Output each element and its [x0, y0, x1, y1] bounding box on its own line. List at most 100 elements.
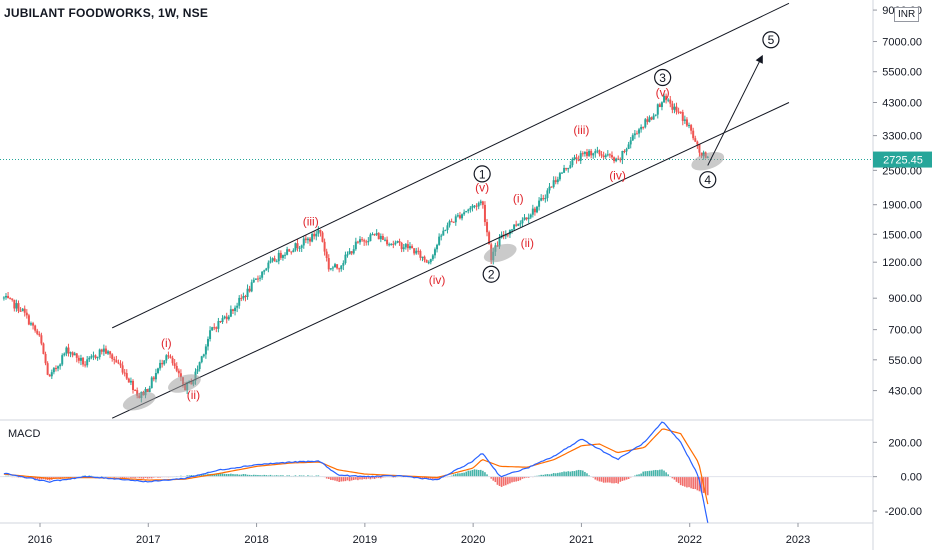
candle-body — [304, 238, 307, 241]
candle-body — [171, 357, 174, 364]
macd-hist-bar — [692, 476, 694, 490]
candle-body — [161, 362, 164, 365]
macd-hist-bar — [125, 476, 128, 478]
macd-hist-bar — [519, 476, 522, 481]
currency-badge[interactable]: INR — [894, 7, 920, 22]
macd-hist-bar — [661, 469, 663, 477]
wave-label-minor: (iv) — [429, 273, 446, 287]
candle-body — [100, 349, 103, 352]
candle-body — [421, 256, 424, 258]
candle-body — [613, 157, 616, 162]
candle-body — [454, 216, 457, 223]
wave-label-major: 2 — [488, 268, 495, 282]
macd-hist-bar — [238, 474, 241, 477]
macd-hist-bar — [461, 472, 463, 477]
price-tick-label: 550.00 — [888, 355, 922, 367]
macd-hist-bar — [544, 474, 547, 477]
macd-hist-bar — [334, 476, 336, 481]
macd-hist-bar — [352, 476, 355, 481]
candle-body — [150, 377, 153, 388]
candle-body — [84, 364, 87, 366]
macd-hist-bar — [511, 476, 513, 483]
candle-body — [660, 102, 663, 108]
macd-hist-bar — [325, 476, 328, 479]
candle-body — [658, 104, 661, 108]
candle-body — [340, 265, 343, 270]
macd-hist-bar — [565, 471, 567, 477]
macd-hist-bar — [482, 470, 484, 477]
channel-lower-line — [111, 102, 790, 419]
macd-tick-label: 0.00 — [901, 472, 922, 484]
candle-body — [373, 234, 376, 236]
candle-body — [104, 348, 107, 354]
candle-body — [102, 348, 105, 352]
macd-hist-bar — [561, 472, 563, 477]
candle-body — [629, 140, 632, 145]
candle-body — [69, 352, 72, 354]
macd-hist-bar — [579, 470, 582, 477]
candle-body — [654, 114, 657, 116]
candle-body — [513, 224, 516, 230]
macd-hist-bar — [250, 475, 253, 477]
macd-hist-bar — [706, 476, 709, 496]
macd-hist-bar — [504, 476, 507, 486]
candle-body — [683, 119, 686, 121]
macd-signal-line — [3, 428, 709, 505]
candle-body — [367, 241, 370, 243]
candle-body — [267, 262, 270, 269]
candle-body — [290, 251, 293, 253]
macd-hist-bar — [121, 476, 124, 479]
candle-body — [198, 362, 201, 370]
macd-hist-bar — [294, 475, 297, 477]
last-price-tag — [873, 151, 932, 168]
candle-body — [175, 365, 178, 371]
candle-body — [275, 261, 278, 263]
last-price-label: 2725.45 — [883, 155, 923, 167]
candle-body — [527, 217, 530, 220]
candle-body — [596, 150, 599, 152]
candle-body — [148, 387, 151, 392]
macd-hist-bar — [271, 475, 274, 477]
macd-hist-bar — [215, 473, 218, 477]
candle-body — [429, 259, 432, 263]
candle-body — [623, 150, 626, 152]
candle-body — [369, 234, 372, 242]
macd-hist-bar — [219, 472, 222, 477]
candle-body — [213, 327, 216, 329]
candle-body — [444, 229, 447, 231]
candle-body — [54, 368, 57, 370]
macd-hist-bar — [577, 469, 580, 477]
candle-body — [498, 237, 501, 247]
candle-body — [219, 321, 222, 323]
candle-body — [125, 373, 128, 379]
candle-body — [402, 247, 405, 250]
macd-hist-bar — [377, 476, 380, 479]
highlight-ellipse — [122, 391, 156, 411]
macd-hist-bar — [342, 476, 345, 482]
candles — [2, 93, 709, 403]
candle-body — [531, 208, 534, 215]
candle-body — [575, 157, 578, 160]
candle-body — [292, 250, 295, 253]
candle-body — [404, 244, 407, 248]
macd-hist-bar — [546, 474, 549, 477]
candle-body — [229, 309, 232, 317]
candle-body — [96, 357, 99, 359]
macd-hist-bar — [613, 476, 615, 484]
candle-body — [379, 236, 382, 240]
macd-hist-bar — [340, 476, 343, 482]
macd-hist-bar — [671, 476, 674, 479]
candle-body — [594, 151, 597, 154]
macd-hist-bar — [223, 473, 226, 477]
candle-body — [567, 167, 570, 170]
macd-hist-bar — [363, 476, 365, 480]
candle-body — [65, 347, 68, 354]
macd-hist-bar — [213, 473, 216, 477]
macd-hist-bar — [575, 470, 578, 477]
macd-hist-bar — [619, 476, 622, 482]
candle-body — [127, 378, 130, 383]
candle-body — [529, 214, 532, 218]
candle-body — [506, 234, 509, 236]
